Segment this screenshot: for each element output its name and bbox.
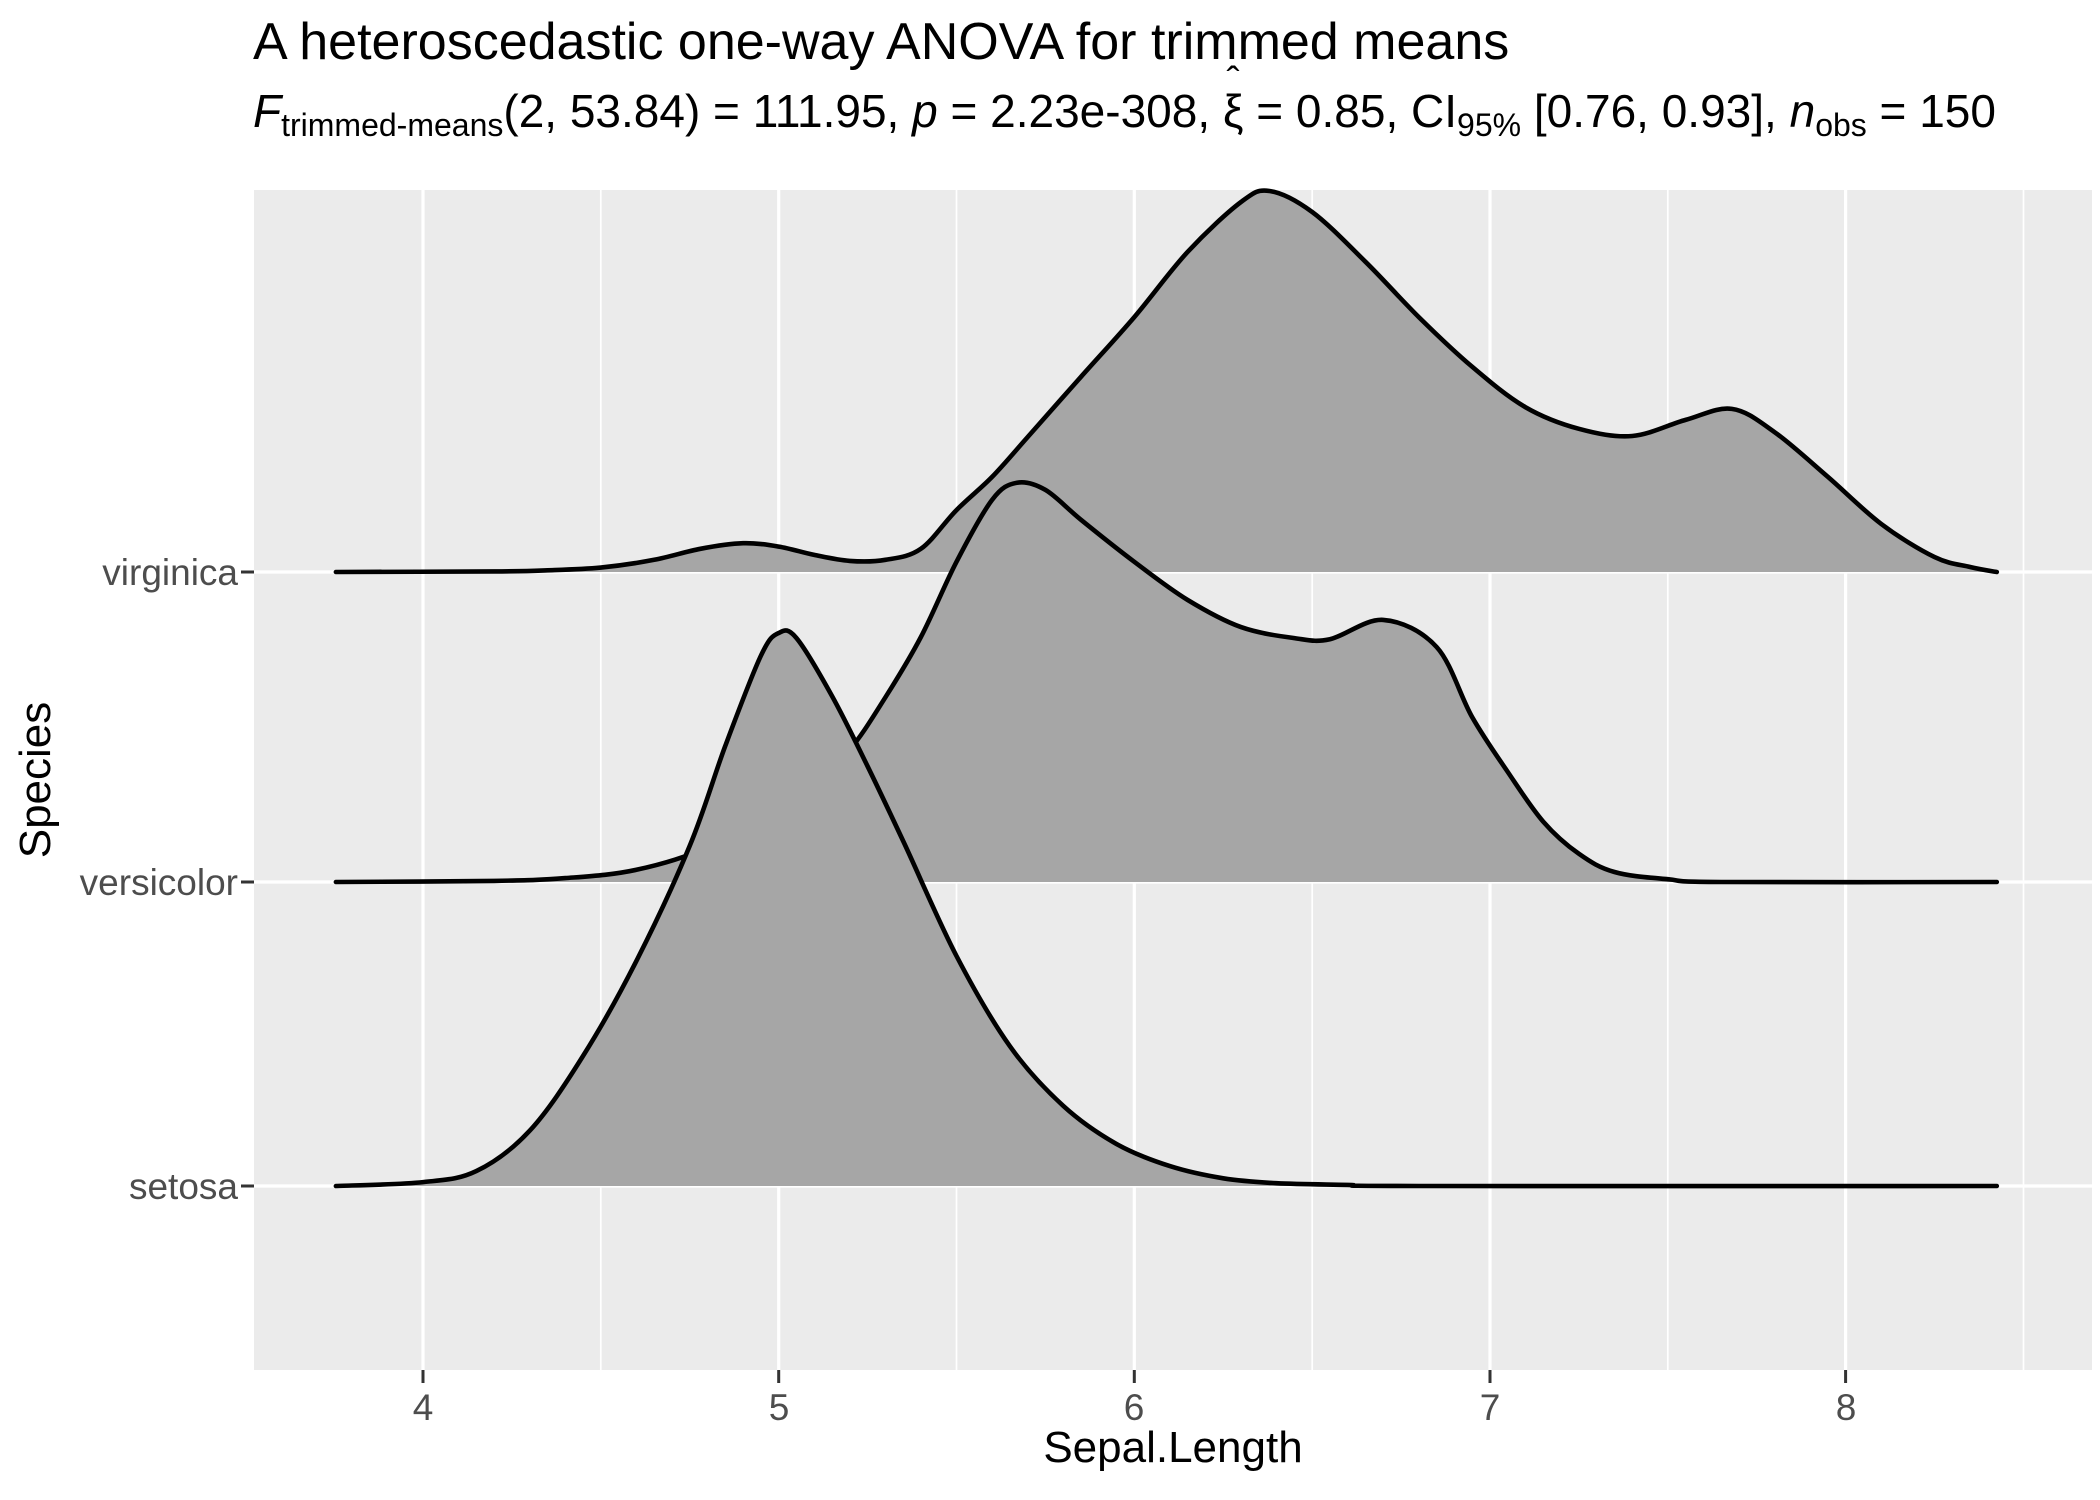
y-category-label-virginica: virginica: [102, 552, 238, 593]
density-ridge-line-setosa: [333, 628, 2000, 1189]
subtitle-part: = 2.23e-308,: [937, 85, 1223, 137]
y-axis-title: Species: [11, 701, 60, 859]
subtitle-part: trimmed-means: [281, 107, 504, 143]
subtitle-part: obs: [1815, 107, 1867, 143]
subtitle-part: = 150: [1866, 85, 1996, 137]
density-ridge-fill-setosa: [335, 630, 1997, 1187]
x-axis-title: Sepal.Length: [1043, 1423, 1303, 1472]
subtitle-part: [0.76, 0.93],: [1521, 85, 1790, 137]
hat-accent: ˆ: [1226, 59, 1240, 103]
density-ridge-line-virginica: [333, 188, 2000, 575]
subtitle-part: (2, 53.84) = 111.95,: [503, 85, 913, 137]
y-category-label-setosa: setosa: [128, 1166, 238, 1207]
x-tick-label: 8: [1835, 1387, 1857, 1428]
density-ridge-fill-virginica: [335, 190, 1997, 573]
density-ridge-fill-versicolor: [335, 482, 1997, 883]
x-tick-label: 5: [768, 1387, 790, 1428]
subtitle-part: n: [1789, 85, 1816, 137]
subtitle-part: = 0.85, CI: [1243, 85, 1458, 137]
x-tick-label: 7: [1479, 1387, 1501, 1428]
x-tick-label: 6: [1123, 1387, 1145, 1428]
plot-subtitle-statistics: Ftrimmed-means(2, 53.84) = 111.95, p = 2…: [253, 59, 1996, 144]
subtitle-part: F: [253, 85, 282, 137]
subtitle-part: 95%: [1457, 107, 1522, 143]
plot-title: A heteroscedastic one-way ANOVA for trim…: [253, 13, 1510, 71]
x-tick-label: 4: [412, 1387, 434, 1428]
y-category-label-versicolor: versicolor: [79, 862, 238, 903]
subtitle-part: p: [912, 85, 938, 137]
